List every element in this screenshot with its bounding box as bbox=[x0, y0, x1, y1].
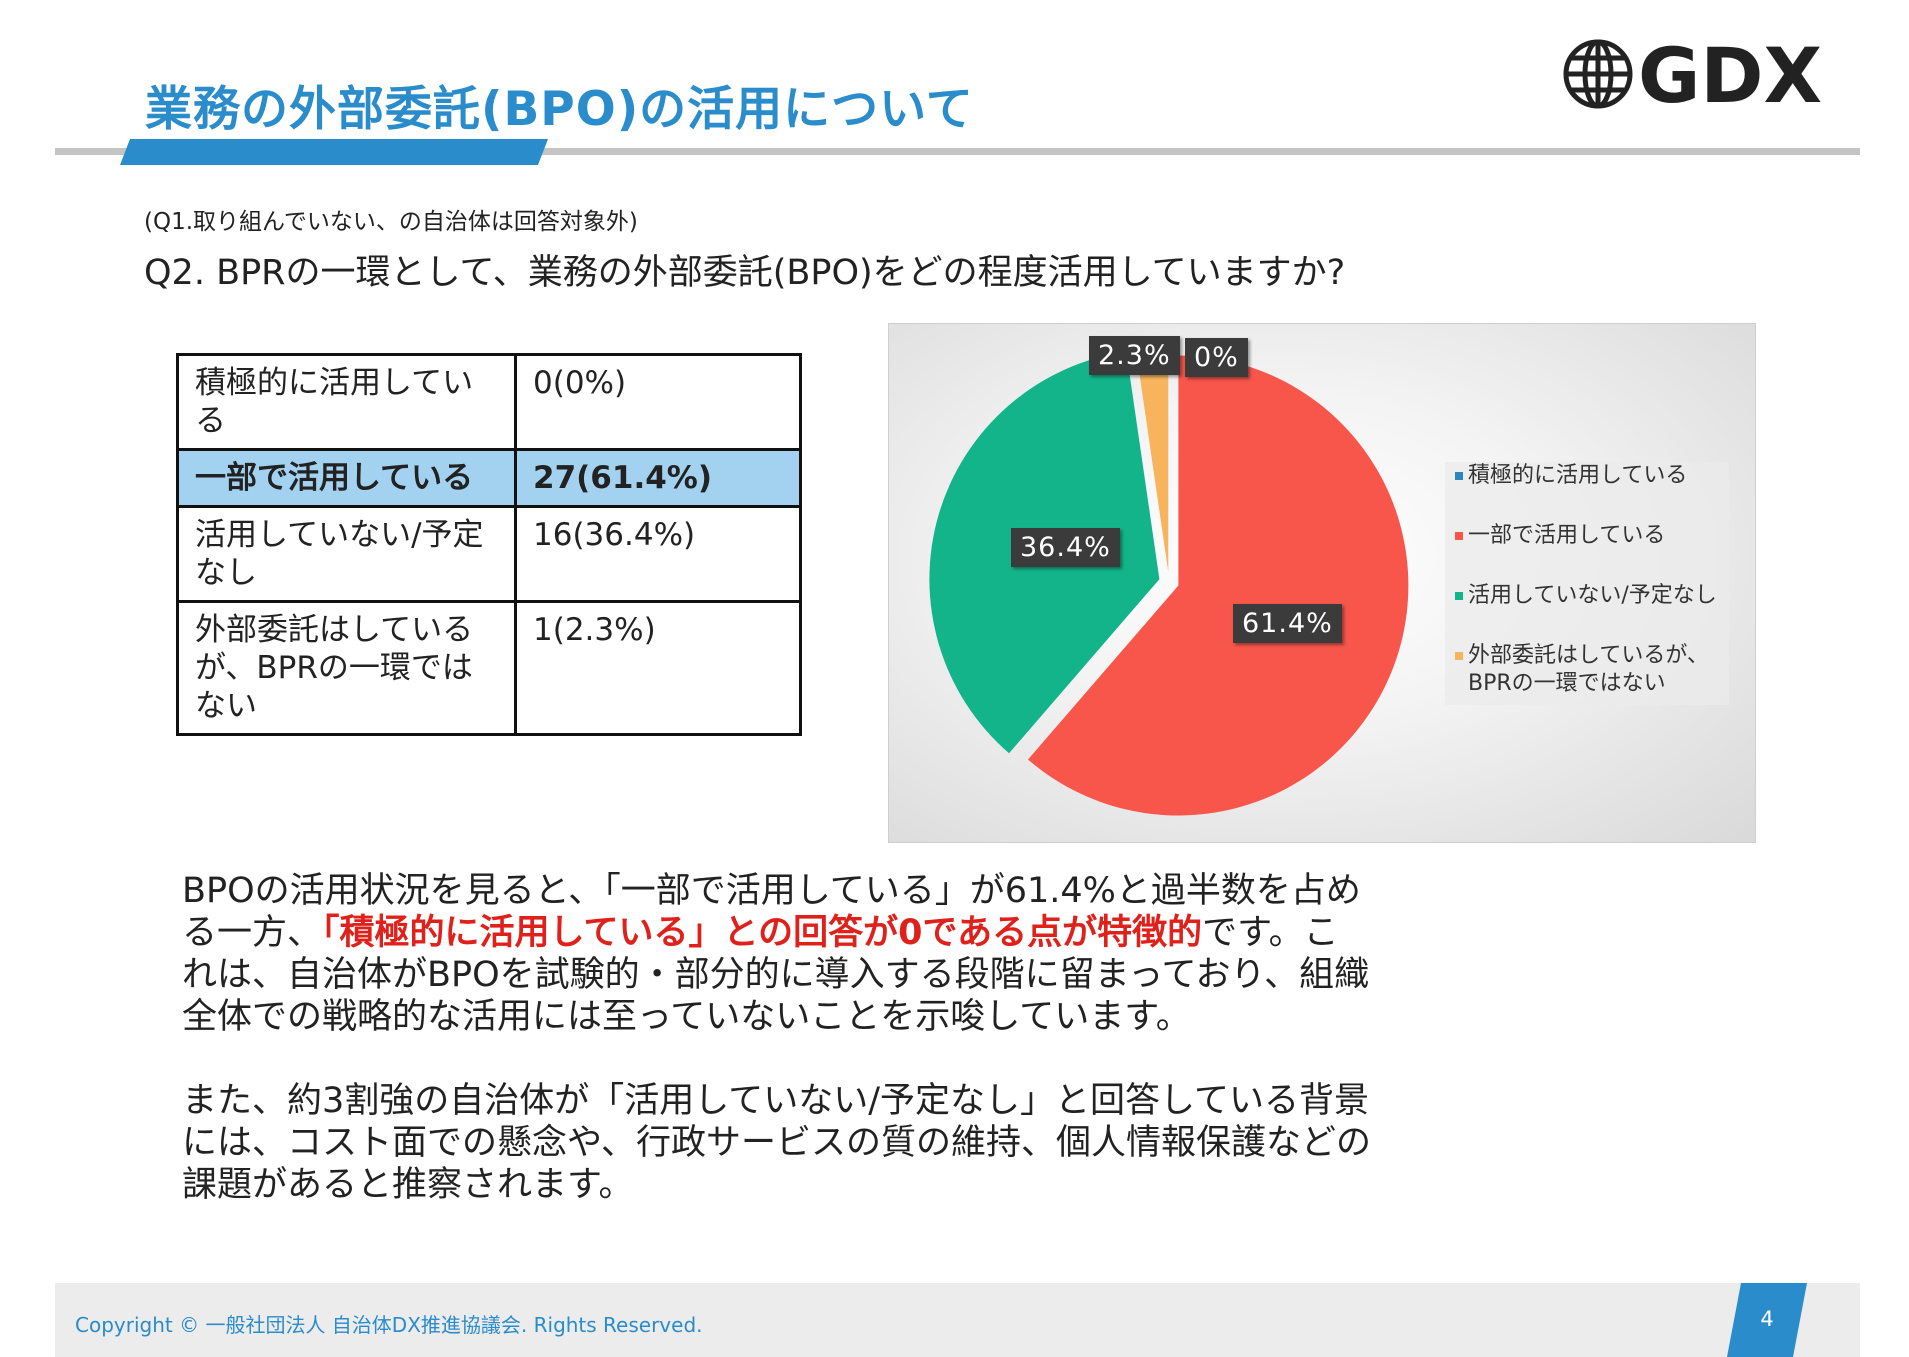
analysis-text: BPOの活用状況を見ると、「一部で活用している」が61.4%と過半数を占める一方… bbox=[182, 870, 1372, 1206]
table-row: 活用していない/予定なし 16(36.4%) bbox=[176, 505, 802, 603]
analysis-paragraph-1: BPOの活用状況を見ると、「一部で活用している」が61.4%と過半数を占める一方… bbox=[182, 870, 1372, 1038]
legend-swatch bbox=[1455, 592, 1463, 600]
row-label: 活用していない/予定なし bbox=[176, 505, 517, 603]
chart-legend: 積極的に活用している 一部で活用している 活用していない/予定なし 外部委託はし… bbox=[1445, 462, 1729, 705]
legend-label: 一部で活用している bbox=[1468, 523, 1666, 548]
footer: Copyright © 一般社団法人 自治体DX推進協議会. Rights Re… bbox=[55, 1283, 1860, 1357]
question-text: Q2. BPRの一環として、業務の外部委託(BPO)をどの程度活用していますか? bbox=[144, 253, 1346, 293]
table-row: 積極的に活用している 0(0%) bbox=[176, 353, 802, 451]
analysis-text-tail: です。これは、自治体がBPOを試験的・部分的に導入する段階に留まっており、組織全… bbox=[182, 913, 1370, 1037]
title-accent-bar bbox=[120, 139, 548, 165]
pie-slice-outsourced-not-bpr bbox=[1135, 342, 1169, 573]
copyright-text: Copyright © 一般社団法人 自治体DX推進協議会. Rights Re… bbox=[75, 1313, 703, 1337]
table-row: 外部委託はしているが、BPRの一環ではない 1(2.3%) bbox=[176, 600, 802, 736]
row-value: 1(2.3%) bbox=[514, 600, 802, 736]
respondent-note: (Q1.取り組んでいない、の自治体は回答対象外) bbox=[144, 209, 638, 235]
legend-label: 活用していない/予定なし bbox=[1468, 583, 1717, 608]
page-number-tab: 4 bbox=[1727, 1283, 1807, 1357]
legend-swatch bbox=[1455, 472, 1463, 480]
legend-label: 外部委託はしているが、BPRの一環ではない bbox=[1468, 643, 1709, 696]
legend-item: 活用していない/予定なし bbox=[1455, 582, 1717, 610]
gdx-logo: GDX bbox=[1563, 36, 1822, 112]
pie-slice-partially-using bbox=[1028, 355, 1409, 816]
legend-item: 積極的に活用している bbox=[1455, 462, 1687, 490]
row-value: 27(61.4%) bbox=[514, 448, 802, 508]
data-label-slice-3: 2.3% bbox=[1089, 336, 1180, 375]
pie-chart: 2.3% 0% 36.4% 61.4% 積極的に活用している 一部で活用している… bbox=[888, 323, 1756, 843]
legend-swatch bbox=[1455, 652, 1463, 660]
page-number: 4 bbox=[1760, 1307, 1774, 1331]
globe-icon bbox=[1563, 39, 1633, 109]
legend-item: 一部で活用している bbox=[1455, 522, 1665, 550]
data-label-slice-1: 61.4% bbox=[1233, 604, 1342, 643]
emphasis-text: 「積極的に活用している」との回答が0である点が特徴的 bbox=[322, 913, 1203, 953]
row-label: 外部委託はしているが、BPRの一環ではない bbox=[176, 600, 517, 736]
row-label: 一部で活用している bbox=[176, 448, 517, 508]
title-rule bbox=[55, 148, 1860, 155]
data-label-slice-2: 36.4% bbox=[1011, 528, 1120, 567]
row-value: 0(0%) bbox=[514, 353, 802, 451]
analysis-text-lead: BPOの活用状況を見ると、「一部で活用している」が61.4%と過半数を占める一方… bbox=[182, 871, 1361, 953]
logo-text: GDX bbox=[1638, 36, 1822, 112]
page-title: 業務の外部委託(BPO)の活用について bbox=[145, 82, 974, 137]
row-label: 積極的に活用している bbox=[176, 353, 517, 451]
legend-item: 外部委託はしているが、BPRの一環ではない bbox=[1455, 642, 1725, 698]
data-label-slice-0: 0% bbox=[1185, 338, 1248, 377]
table-row-highlighted: 一部で活用している 27(61.4%) bbox=[176, 448, 802, 508]
row-value: 16(36.4%) bbox=[514, 505, 802, 603]
analysis-paragraph-2: また、約3割強の自治体が「活用していない/予定なし」と回答している背景には、コス… bbox=[182, 1081, 1371, 1205]
legend-swatch bbox=[1455, 532, 1463, 540]
legend-label: 積極的に活用している bbox=[1468, 463, 1688, 488]
summary-table: 積極的に活用している 0(0%) 一部で活用している 27(61.4%) 活用し… bbox=[176, 353, 802, 736]
